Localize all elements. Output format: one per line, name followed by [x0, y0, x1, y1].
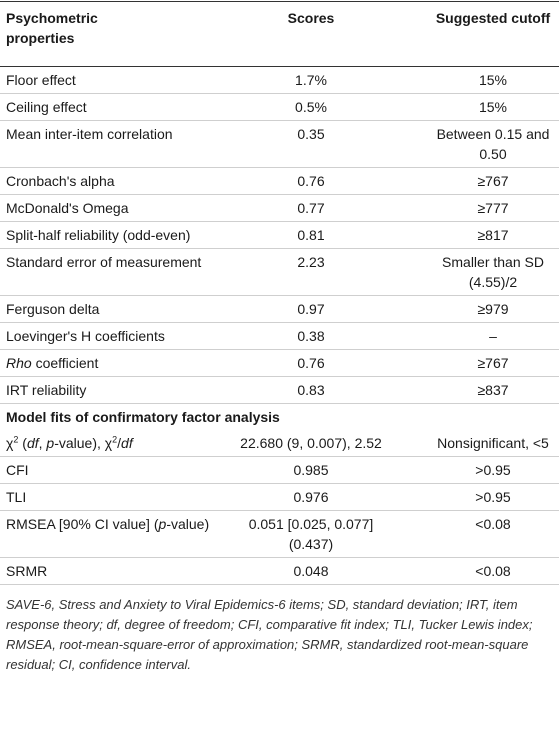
- header-row: Psychometric properties Scores Suggested…: [0, 1, 559, 67]
- table-row: TLI 0.976 >0.95: [0, 483, 559, 511]
- table-cell: Rho coefficient: [0, 349, 221, 377]
- table-cell: ≥767: [401, 167, 559, 195]
- table-cell: CFI: [0, 456, 221, 484]
- table-cell: ≥777: [401, 194, 559, 222]
- table-cell: Cronbach's alpha: [0, 167, 221, 195]
- table-cell: RMSEA [90% CI value] (p-value): [0, 510, 221, 558]
- text-segment: (: [18, 435, 27, 451]
- table-cell: 15%: [401, 66, 559, 94]
- table-row: Split-half reliability (odd-even) 0.81 ≥81…: [0, 221, 559, 249]
- table-row: SRMR 0.048 <0.08: [0, 557, 559, 585]
- text-segment: 2: [112, 434, 118, 445]
- text-segment: ,: [38, 435, 47, 451]
- table-cell: ≥837: [401, 376, 559, 404]
- footnote: SAVE-6, Stress and Anxiety to Viral Epid…: [6, 597, 533, 672]
- table-cell: Standard error of measurement: [0, 248, 221, 296]
- table-cell: 0.81: [221, 221, 401, 249]
- text-segment: 2: [13, 434, 19, 445]
- table-row: McDonald's Omega 0.77 ≥777: [0, 194, 559, 222]
- table-cell: 0.048: [221, 557, 401, 585]
- table-cell: 0.38: [221, 322, 401, 350]
- table-row: χ2 (df, p-value), χ2/df 22.680 (9, 0.007)…: [0, 430, 559, 457]
- table-cell: 0.976: [221, 483, 401, 511]
- text-segment: p: [46, 435, 55, 451]
- text-segment: χ: [6, 435, 14, 451]
- table-body: Floor effect 1.7% 15% Ceiling effect 0.5% 15%…: [0, 66, 559, 585]
- table-cell: 15%: [401, 93, 559, 121]
- table-cell: 1.7%: [221, 66, 401, 94]
- section-row: Model fits of confirmatory factor analys…: [0, 404, 559, 431]
- table-cell: 0.76: [221, 349, 401, 377]
- table-cell: 0.985: [221, 456, 401, 484]
- table-cell: 2.23: [221, 248, 401, 296]
- table-row: CFI 0.985 >0.95: [0, 456, 559, 484]
- text-segment: -value): [166, 516, 210, 532]
- table-cell: >0.95: [401, 483, 559, 511]
- table-row: IRT reliability 0.83 ≥837: [0, 376, 559, 404]
- text-segment: df: [121, 435, 133, 451]
- table-cell: 0.35: [221, 120, 401, 168]
- table-cell: χ2 (df, p-value), χ2/df: [0, 430, 221, 457]
- table-cell: 0.83: [221, 376, 401, 404]
- table-row: Loevinger's H coefficients 0.38–: [0, 322, 559, 350]
- table-cell: IRT reliability: [0, 376, 221, 404]
- table-row: Rho coefficient 0.76 ≥767: [0, 349, 559, 377]
- table-cell: Loevinger's H coefficients: [0, 322, 221, 350]
- table-row: Mean inter-item correlation 0.35 Between 0…: [0, 120, 559, 168]
- table-cell: Nonsignificant, <5: [401, 430, 559, 457]
- table-row: Floor effect 1.7% 15%: [0, 66, 559, 94]
- text-segment: p: [158, 516, 167, 532]
- table-cell: Smaller than SD (4.55)/2: [401, 248, 559, 296]
- table-cell: 0.77: [221, 194, 401, 222]
- data-table: Psychometric properties Scores Suggested…: [0, 1, 559, 585]
- table-cell: TLI: [0, 483, 221, 511]
- text-segment: -value), χ: [54, 435, 113, 451]
- table-row: RMSEA [90% CI value] (p-value) 0.051 [0.0…: [0, 510, 559, 558]
- table-cell: SRMR: [0, 557, 221, 585]
- table-cell: Ceiling effect: [0, 93, 221, 121]
- table-cell: <0.08: [401, 510, 559, 558]
- table-cell: ≥979: [401, 295, 559, 323]
- table-cell: Mean inter-item correlation: [0, 120, 221, 168]
- text-segment: coefficient: [31, 355, 99, 371]
- table-cell: >0.95: [401, 456, 559, 484]
- text-segment: df: [26, 435, 39, 451]
- table-cell: ≥767: [401, 349, 559, 377]
- table-cell: 0.051 [0.025, 0.077] (0.437): [221, 510, 401, 558]
- table-cell: <0.08: [401, 557, 559, 585]
- header-text: Psychometric properties: [6, 10, 98, 46]
- text-segment: /: [117, 435, 122, 451]
- header-cell: Scores: [221, 1, 401, 67]
- table-cell: 22.680 (9, 0.007), 2.52: [221, 430, 401, 457]
- table-cell: 0.76: [221, 167, 401, 195]
- header-cell: Psychometric properties: [0, 1, 221, 67]
- table-cell: Between 0.15 and 0.50: [401, 120, 559, 168]
- table-cell: Split-half reliability (odd-even): [0, 221, 221, 249]
- table-row: Standard error of measurement 2.23 Smaller…: [0, 248, 559, 296]
- table-cell: ≥817: [401, 221, 559, 249]
- table-row: Ceiling effect 0.5% 15%: [0, 93, 559, 121]
- table-row: Cronbach's alpha 0.76 ≥767: [0, 167, 559, 195]
- text-segment: RMSEA [90% CI value] (: [6, 516, 159, 532]
- table-cell: 0.97: [221, 295, 401, 323]
- table-cell: McDonald's Omega: [0, 194, 221, 222]
- table-row: Ferguson delta 0.97 ≥979: [0, 295, 559, 323]
- table-cell: –: [401, 322, 559, 350]
- table-cell: Ferguson delta: [0, 295, 221, 323]
- table-cell: Floor effect: [0, 66, 221, 94]
- text-segment: Rho: [6, 355, 32, 371]
- header-cell: Suggested cutoff: [401, 1, 559, 67]
- section-title: Model fits of confirmatory factor analys…: [6, 409, 280, 425]
- table-cell: 0.5%: [221, 93, 401, 121]
